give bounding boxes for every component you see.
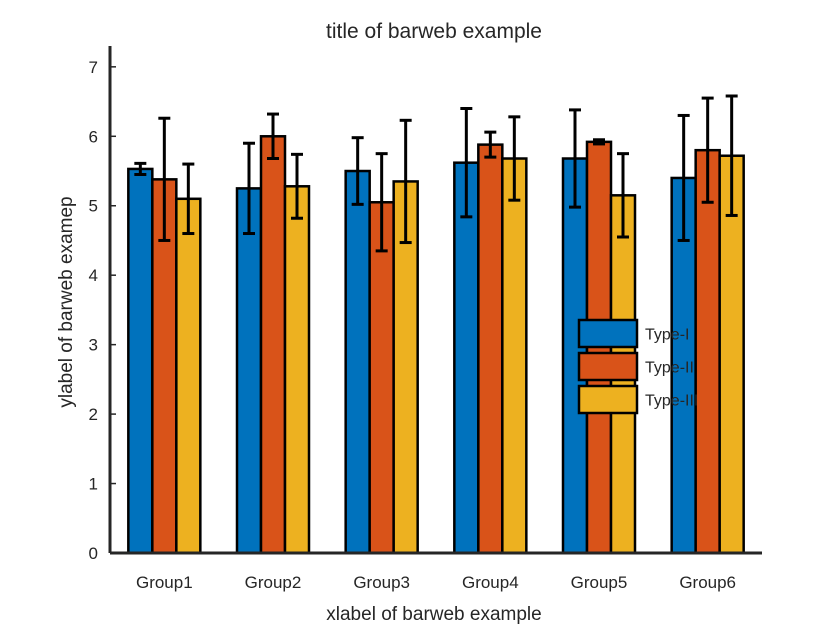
x-tick-label-group1: Group1 (136, 573, 193, 592)
error-bars-layer (134, 94, 738, 253)
error-bar-group2-type-i (243, 141, 255, 236)
error-bar-group1-type-i (134, 161, 147, 176)
bar-group1-type-iii (175, 197, 202, 555)
error-bar-group6-type-ii (701, 96, 714, 204)
x-axis-label: xlabel of barweb example (326, 604, 541, 625)
legend-label: Type-II (645, 360, 694, 377)
bar-group1-type-i (127, 167, 154, 555)
legend-item-type-iii: Type-III (577, 384, 698, 415)
legend-item-type-i: Type-I (577, 318, 689, 349)
bar-group2-type-iii (283, 185, 311, 555)
error-bar-group3-type-ii (375, 152, 388, 253)
bar-group4-type-iii (501, 157, 528, 555)
error-bar-group1-type-ii (158, 116, 171, 242)
error-bar-group4-type-ii (484, 130, 497, 159)
y-tick-label-0: 0 (89, 544, 98, 563)
error-bar-group3-type-i (351, 136, 364, 206)
bar-group2-type-i (235, 187, 263, 555)
y-axis-label: ylabel of barweb examep (56, 196, 77, 407)
legend-swatch (577, 384, 639, 415)
error-bar-group4-type-iii (508, 115, 521, 202)
bar-group4-type-i (453, 161, 480, 555)
axes-layer: Group1 Group2 Group3 Group4 Group5 Group6 0 1 2 3… (89, 46, 762, 592)
legend-swatch (577, 351, 639, 382)
error-bar-group3-type-iii (399, 118, 412, 245)
legend-swatch (577, 318, 639, 349)
bar-group6-type-ii (694, 148, 721, 555)
error-bar-group6-type-i (677, 113, 690, 242)
x-tick-label-group5: Group5 (571, 573, 628, 592)
x-tick-label-group6: Group6 (679, 573, 736, 592)
error-bar-group2-type-ii (267, 112, 279, 161)
bar-group2-type-ii (259, 135, 287, 555)
chart-title: title of barweb example (326, 20, 542, 43)
y-tick-label-5: 5 (89, 197, 98, 216)
error-bar-group4-type-i (460, 107, 473, 219)
legend: Type-I Type-II Type-III (577, 318, 698, 415)
error-bar-group5-type-i (569, 108, 581, 209)
y-tick-label-1: 1 (89, 475, 98, 494)
legend-label: Type-I (645, 327, 689, 344)
bar-group3-type-i (344, 169, 371, 555)
error-bar-group5-type-ii (593, 138, 605, 146)
bars-layer (127, 135, 745, 555)
legend-label: Type-III (645, 393, 698, 410)
x-tick-label-group3: Group3 (353, 573, 410, 592)
x-tick-label-group2: Group2 (245, 573, 302, 592)
error-bar-group2-type-iii (291, 152, 303, 220)
error-bar-group6-type-iii (725, 94, 738, 217)
x-tick-label-group4: Group4 (462, 573, 519, 592)
bar-group4-type-ii (477, 143, 504, 555)
y-tick-label-3: 3 (89, 336, 98, 355)
y-tick-label-6: 6 (89, 127, 98, 146)
y-tick-label-2: 2 (89, 405, 98, 424)
error-bar-group1-type-iii (182, 162, 195, 236)
error-bar-group5-type-iii (617, 152, 629, 239)
y-tick-label-4: 4 (89, 266, 98, 285)
y-tick-label-7: 7 (89, 58, 98, 77)
bar-group3-type-ii (368, 201, 395, 555)
legend-item-type-ii: Type-II (577, 351, 694, 382)
